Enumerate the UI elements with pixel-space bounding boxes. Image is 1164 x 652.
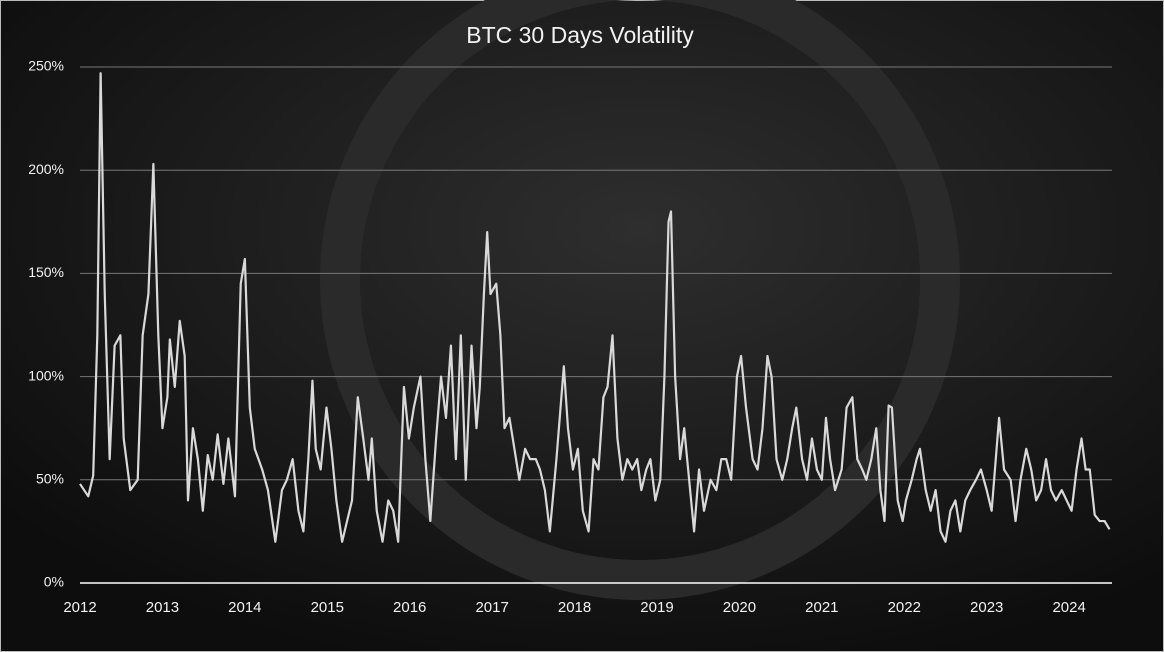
y-tick-label: 0% xyxy=(44,574,64,590)
x-tick-label: 2023 xyxy=(970,599,1003,616)
y-tick-label: 100% xyxy=(28,367,64,383)
y-tick-label: 250% xyxy=(28,58,64,74)
x-tick-label: 2021 xyxy=(805,599,838,616)
x-tick-label: 2017 xyxy=(475,599,508,616)
y-tick-label: 50% xyxy=(36,471,64,487)
x-tick-label: 2013 xyxy=(146,599,179,616)
x-tick-label: 2020 xyxy=(723,599,756,616)
x-tick-label: 2016 xyxy=(393,599,426,616)
y-tick-label: 150% xyxy=(28,264,64,280)
x-tick-label: 2018 xyxy=(558,599,591,616)
coin-decoration xyxy=(320,0,960,600)
x-tick-label: 2012 xyxy=(63,599,96,616)
volatility-line xyxy=(79,72,1111,543)
chart-title: BTC 30 Days Volatility xyxy=(466,22,694,48)
x-tick-label: 2022 xyxy=(888,599,921,616)
y-tick-label: 200% xyxy=(28,161,64,177)
x-tick-label: 2015 xyxy=(311,599,344,616)
x-tick-label: 2019 xyxy=(640,599,673,616)
x-tick-label: 2024 xyxy=(1052,599,1085,616)
x-tick-label: 2014 xyxy=(228,599,261,616)
